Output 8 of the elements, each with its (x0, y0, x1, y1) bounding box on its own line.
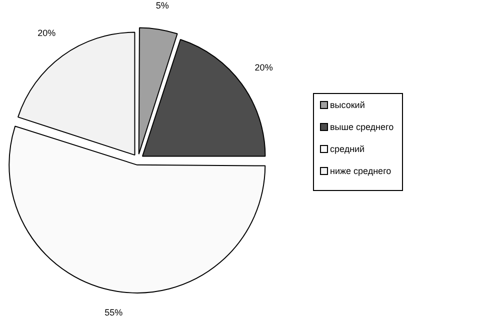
data-label: 20% (38, 28, 56, 38)
data-label: 55% (104, 308, 123, 318)
legend-label: средний (330, 144, 365, 154)
data-label: 5% (156, 0, 169, 10)
legend-label: выше среднего (330, 122, 394, 132)
data-label: 20% (254, 62, 273, 73)
legend-label: высокий (330, 100, 365, 110)
legend-label: ниже среднего (330, 166, 392, 176)
